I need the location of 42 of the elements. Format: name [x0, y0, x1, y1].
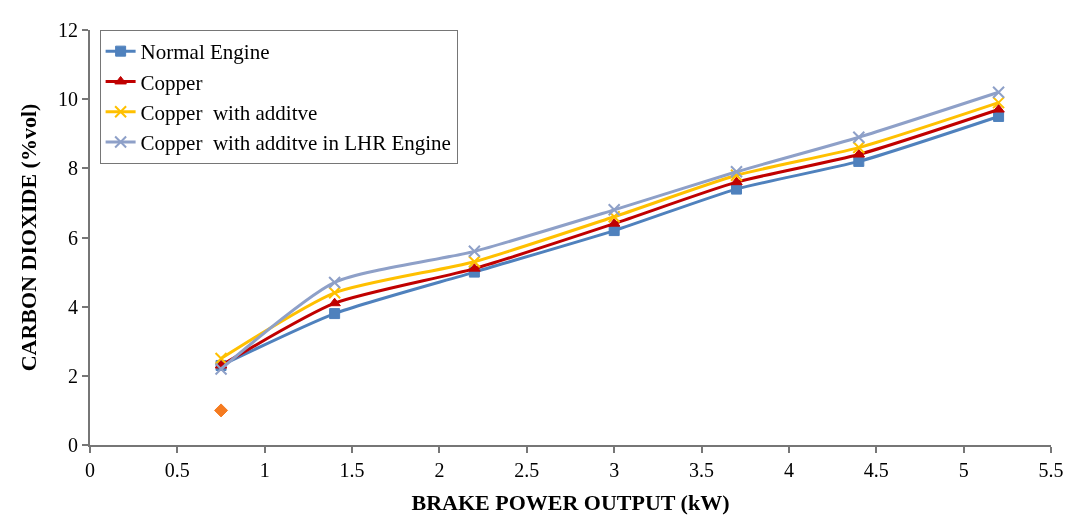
point — [329, 308, 341, 320]
point — [852, 141, 866, 155]
y-tick-label: 2 — [68, 364, 78, 387]
point — [328, 297, 341, 307]
x-tick-label: 0 — [85, 459, 95, 481]
legend-label: Copper — [140, 70, 203, 95]
point — [328, 286, 342, 300]
x-tick-label: 4.5 — [863, 459, 889, 481]
x-tick-label: 4 — [783, 459, 794, 481]
point — [214, 403, 229, 418]
x-tick-label: 2 — [434, 459, 445, 481]
x-tick-label: 3 — [609, 459, 620, 481]
x-axis-title: BRAKE POWER OUTPUT (kW) — [411, 490, 730, 516]
x-tick-label: 0.5 — [164, 459, 190, 481]
y-axis-title: CARBON DIOXIDE (%vol) — [16, 103, 42, 372]
point — [730, 183, 742, 195]
x-tick-label: 3.5 — [689, 459, 715, 481]
x-tick-label: 2.5 — [514, 459, 540, 481]
point — [730, 176, 743, 186]
point — [607, 210, 621, 224]
point — [467, 255, 481, 269]
x-tick-label: 5.5 — [1038, 459, 1064, 481]
point — [992, 96, 1006, 110]
x-tick-label: 1 — [259, 459, 270, 481]
y-tick-label: 4 — [68, 295, 78, 318]
point — [852, 130, 866, 144]
point — [214, 362, 228, 376]
legend-label: Normal Engine — [140, 40, 270, 65]
point — [607, 203, 621, 217]
point — [467, 244, 481, 258]
x-tick-label: 1.5 — [339, 459, 365, 481]
y-tick-label: 6 — [68, 226, 78, 249]
point — [328, 275, 342, 289]
point — [992, 85, 1006, 99]
point — [214, 352, 228, 366]
legend-label: Copper with additve — [140, 100, 318, 125]
y-tick-label: 0 — [68, 434, 78, 456]
y-tick-label: 8 — [68, 157, 78, 180]
y-tick-label: 12 — [58, 19, 78, 41]
legend-label: Copper with additve in LHR Engine — [140, 131, 451, 156]
y-tick-label: 10 — [58, 88, 78, 111]
x-tick-label: 5 — [958, 459, 969, 481]
